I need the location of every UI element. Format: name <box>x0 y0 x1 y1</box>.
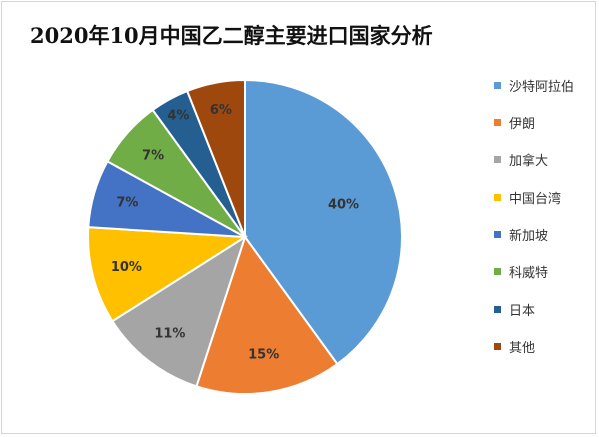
slice-data-label: 4% <box>167 108 189 123</box>
legend-label: 日本 <box>509 303 536 319</box>
pie-slice-1 <box>244 78 403 366</box>
legend-swatch <box>494 305 501 313</box>
legend-label: 伊朗 <box>509 116 536 132</box>
legend-swatch <box>494 343 501 351</box>
legend-label: 加拿大 <box>509 154 549 170</box>
legend-item: 科威特 <box>494 263 594 281</box>
pie-slice-4 <box>87 226 249 323</box>
legend-swatch <box>494 81 501 89</box>
chart-title: 2020年10月中国乙二醇主要进口国家分析 <box>30 23 433 48</box>
legend-swatch <box>494 231 501 239</box>
legend-swatch <box>494 193 501 201</box>
pie-slice-3 <box>111 234 247 388</box>
legend-label: 其他 <box>509 341 536 357</box>
legend-label: 新加坡 <box>509 229 549 245</box>
legend-swatch <box>494 268 501 276</box>
legend-swatch <box>494 118 501 126</box>
slice-data-label: 11% <box>154 326 185 341</box>
legend-item: 其他 <box>494 338 594 356</box>
legend-item: 伊朗 <box>494 113 594 132</box>
slice-data-label: 10% <box>111 260 142 275</box>
legend-item: 加拿大 <box>494 151 594 169</box>
legend-swatch <box>494 156 501 164</box>
legend-label: 沙特阿拉伯 <box>509 79 575 95</box>
legend-item: 中国台湾 <box>494 188 594 207</box>
slice-data-label: 7% <box>116 195 138 210</box>
pie-slice-8 <box>185 78 246 238</box>
legend-item: 新加坡 <box>494 226 594 244</box>
slice-data-label: 7% <box>142 149 164 164</box>
legend-item: 日本 <box>494 300 594 319</box>
legend-item: 沙特阿拉伯 <box>494 76 594 95</box>
slice-data-label: 6% <box>210 103 232 118</box>
slice-data-label: 40% <box>328 198 359 213</box>
pie-slice-2 <box>195 234 339 396</box>
legend-label: 中国台湾 <box>509 191 562 207</box>
chart-legend: 沙特阿拉伯伊朗加拿大中国台湾新加坡科威特日本其他 <box>494 76 594 375</box>
slice-data-label: 15% <box>248 347 279 362</box>
legend-label: 科威特 <box>509 266 549 282</box>
